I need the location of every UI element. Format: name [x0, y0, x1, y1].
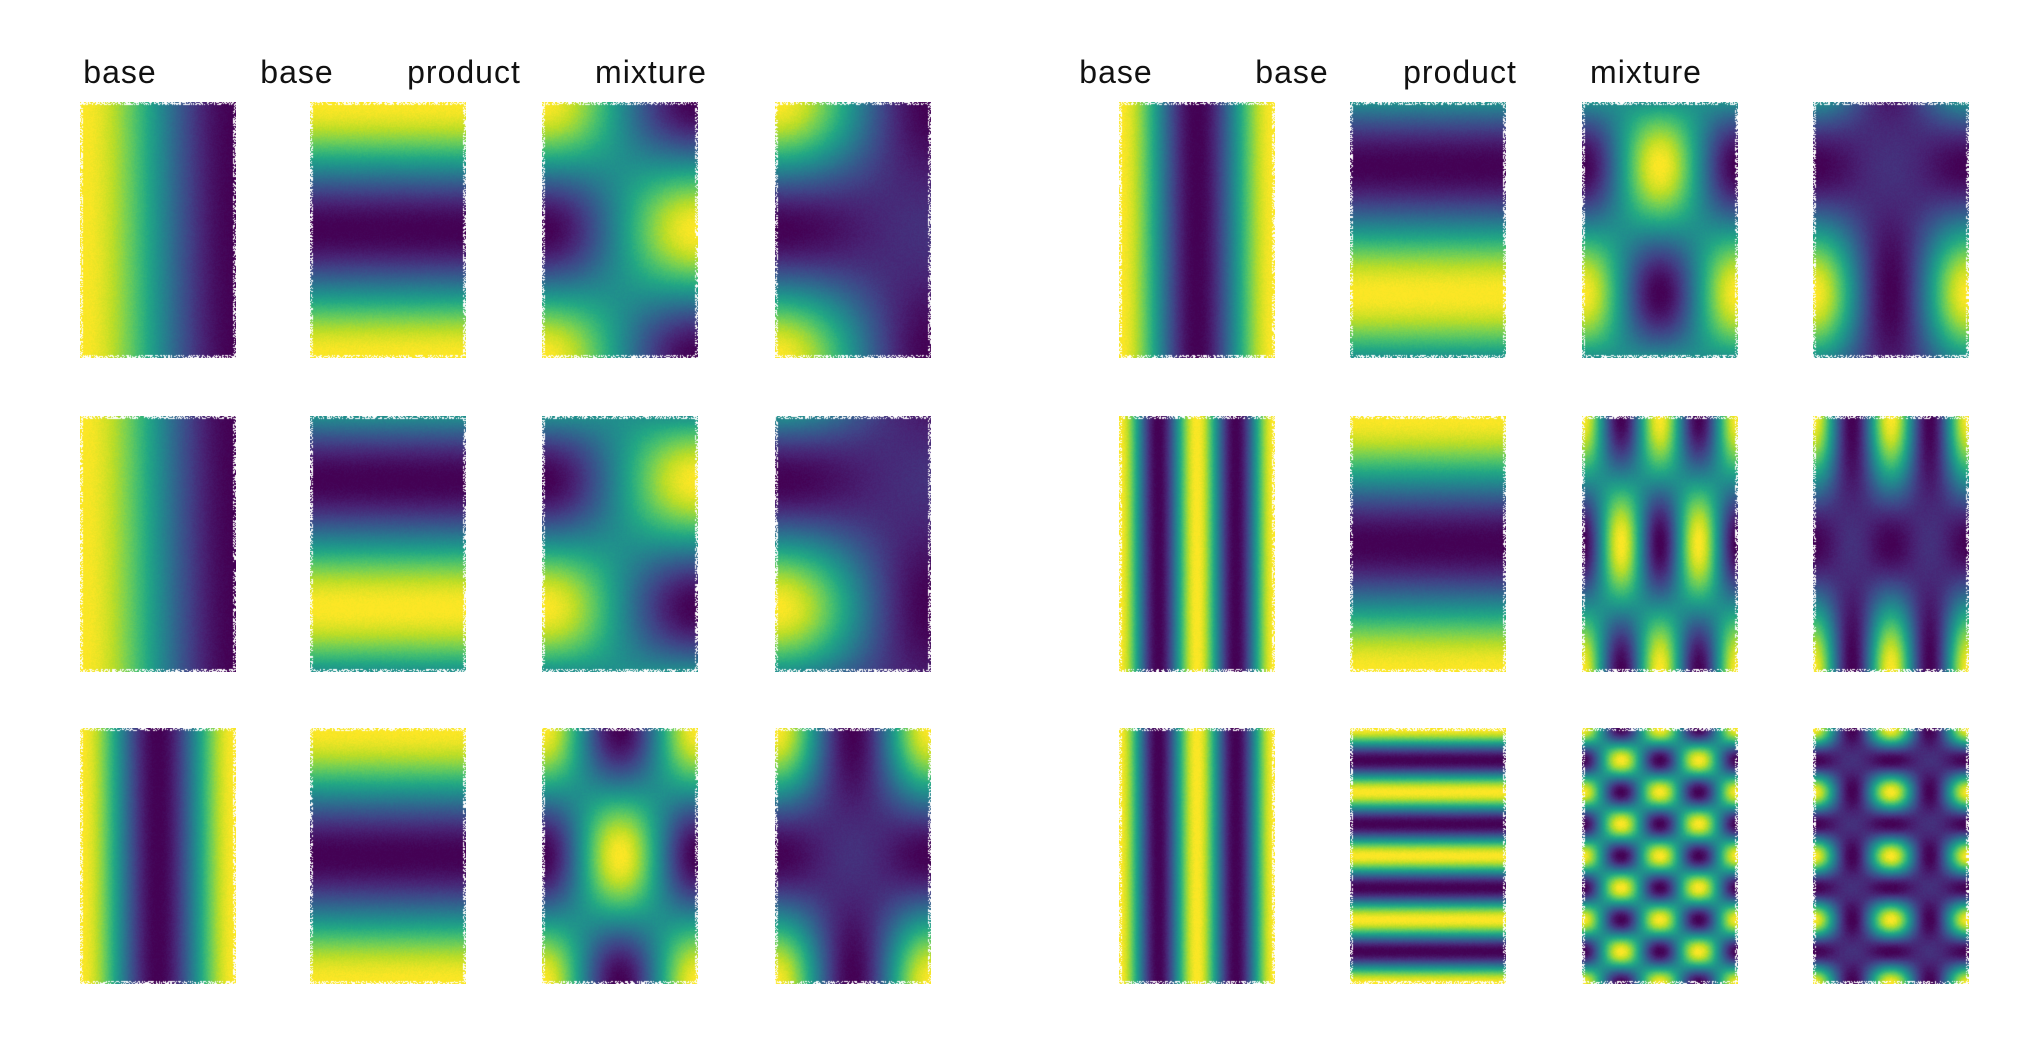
field-heatmap	[80, 728, 236, 984]
group-1-col-1-title: base	[83, 54, 157, 90]
field-heatmap	[542, 102, 698, 358]
field-heatmap	[1813, 102, 1969, 358]
field-heatmap	[1119, 416, 1275, 672]
field-heatmap	[775, 728, 931, 984]
panel-g1-r3-base	[80, 728, 236, 984]
panel-g2-r1-mixture	[1813, 102, 1969, 358]
group-2-col-4-title: mixture	[1590, 54, 1702, 90]
field-heatmap	[1119, 102, 1275, 358]
field-heatmap	[542, 728, 698, 984]
field-heatmap	[1119, 728, 1275, 984]
group-2-col-1-title: base	[1079, 54, 1153, 90]
panel-g1-r1-product	[542, 102, 698, 358]
panel-g2-r2-product	[1582, 416, 1738, 672]
group-1-col-3-title: product	[407, 54, 521, 90]
panel-g1-r2-product	[542, 416, 698, 672]
group-1-col-2-title: base	[260, 54, 334, 90]
panel-g1-r1-base	[80, 102, 236, 358]
group-2-col-3-title: product	[1403, 54, 1517, 90]
field-heatmap	[1350, 416, 1506, 672]
panel-g1-r1-base	[310, 102, 466, 358]
group-2-col-2-title: base	[1255, 54, 1329, 90]
panel-g1-r3-base	[310, 728, 466, 984]
panel-g2-r2-base	[1350, 416, 1506, 672]
panel-g2-r2-base	[1119, 416, 1275, 672]
field-heatmap	[310, 728, 466, 984]
panel-g2-r1-base	[1119, 102, 1275, 358]
field-heatmap	[1582, 728, 1738, 984]
field-heatmap	[1582, 102, 1738, 358]
panel-g2-r2-mixture	[1813, 416, 1969, 672]
panel-g1-r1-mixture	[775, 102, 931, 358]
panel-g1-r3-product	[542, 728, 698, 984]
panel-g1-r2-base	[80, 416, 236, 672]
panel-g2-r3-base	[1350, 728, 1506, 984]
field-heatmap	[775, 102, 931, 358]
field-heatmap	[1813, 416, 1969, 672]
field-heatmap	[1350, 728, 1506, 984]
panel-g1-r3-mixture	[775, 728, 931, 984]
panel-g1-r2-base	[310, 416, 466, 672]
panel-g2-r3-product	[1582, 728, 1738, 984]
panel-g2-r1-product	[1582, 102, 1738, 358]
group-1-col-4-title: mixture	[595, 54, 707, 90]
field-heatmap	[1813, 728, 1969, 984]
field-heatmap	[80, 102, 236, 358]
panel-g2-r1-base	[1350, 102, 1506, 358]
field-heatmap	[310, 416, 466, 672]
field-heatmap	[542, 416, 698, 672]
field-heatmap	[1582, 416, 1738, 672]
panel-g2-r3-mixture	[1813, 728, 1969, 984]
panel-g2-r3-base	[1119, 728, 1275, 984]
field-heatmap	[310, 102, 466, 358]
field-heatmap	[1350, 102, 1506, 358]
field-heatmap	[80, 416, 236, 672]
panel-g1-r2-mixture	[775, 416, 931, 672]
field-heatmap	[775, 416, 931, 672]
